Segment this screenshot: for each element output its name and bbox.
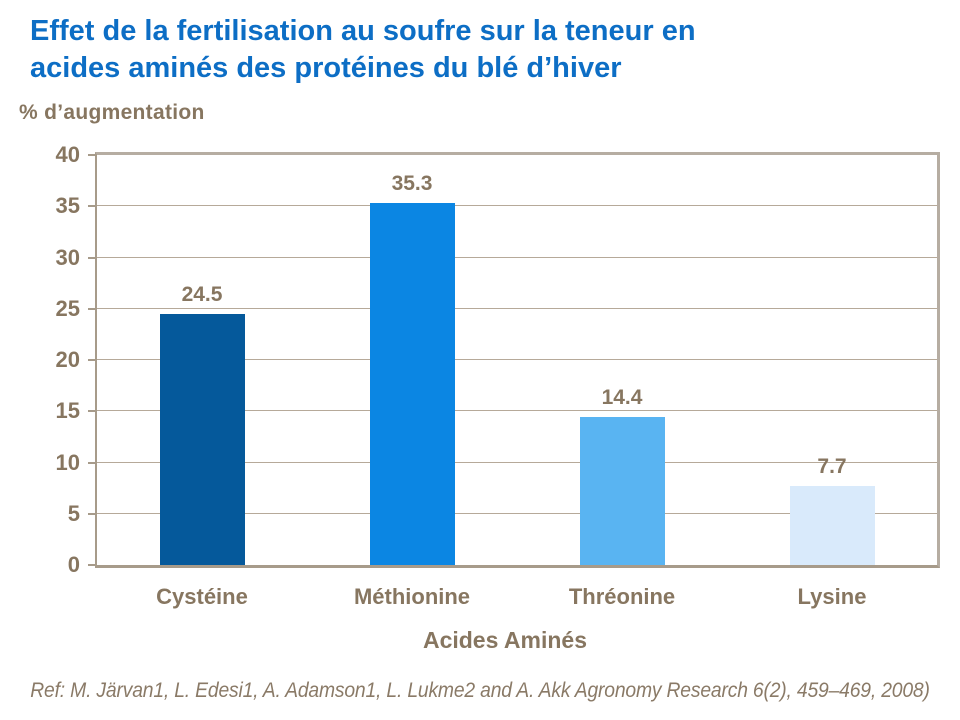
y-axis-tick-label: 40 [55, 142, 80, 167]
y-axis-tick [88, 564, 97, 566]
x-axis-title: Acides Aminés [422, 627, 588, 653]
y-axis-tick [88, 307, 97, 310]
chart-title-line1: Effet de la fertilisation au soufre sur … [30, 15, 696, 47]
bar-cysteine [159, 313, 245, 565]
x-axis-category-label: Lysine [797, 584, 867, 609]
chart-title-line2: acides aminés des protéines du blé d’hiv… [30, 52, 622, 84]
y-axis-tick-label: 10 [55, 449, 80, 475]
chart-title: Effet de la fertilisation au soufre sur … [30, 13, 910, 87]
x-axis-category-label: Méthionine [353, 584, 471, 609]
reference-citation: Ref: M. Järvan1, L. Edesi1, A. Adamson1,… [30, 679, 930, 702]
y-axis-tick [88, 512, 97, 515]
y-axis-tick [88, 256, 97, 259]
bar-threonine [579, 417, 665, 565]
bar-value-label: 24.5 [181, 282, 223, 306]
y-axis-tick-label: 15 [55, 398, 80, 424]
x-axis-category-label: Cystéine [156, 584, 248, 609]
y-axis-tick-label: 5 [67, 500, 80, 526]
y-axis-tick [88, 154, 97, 156]
gridline [97, 256, 937, 258]
y-axis-tick-label: 30 [55, 244, 80, 270]
y-axis-tick [88, 461, 97, 464]
gridline [97, 512, 937, 514]
bar-lysine [789, 486, 875, 565]
y-axis-tick-label: 20 [55, 347, 80, 372]
gridline [97, 410, 937, 412]
bar-value-label: 35.3 [391, 172, 433, 196]
bar-value-label: 7.7 [817, 455, 847, 479]
gridline [97, 461, 937, 463]
y-axis-tick [88, 410, 97, 413]
gridline [97, 307, 937, 309]
y-axis-tick [88, 359, 97, 361]
y-axis-tick-label: 0 [67, 552, 80, 577]
gridline [97, 205, 937, 207]
bar-value-label: 14.4 [601, 386, 643, 410]
y-axis-title: % d’augmentation [19, 101, 205, 124]
gridline [97, 359, 937, 360]
y-axis-tick [88, 205, 97, 208]
y-axis-tick-label: 25 [55, 295, 80, 321]
y-axis-tick-label: 35 [55, 193, 80, 219]
x-axis-category-label: Thréonine [568, 584, 676, 609]
bar-methionine [369, 203, 455, 565]
